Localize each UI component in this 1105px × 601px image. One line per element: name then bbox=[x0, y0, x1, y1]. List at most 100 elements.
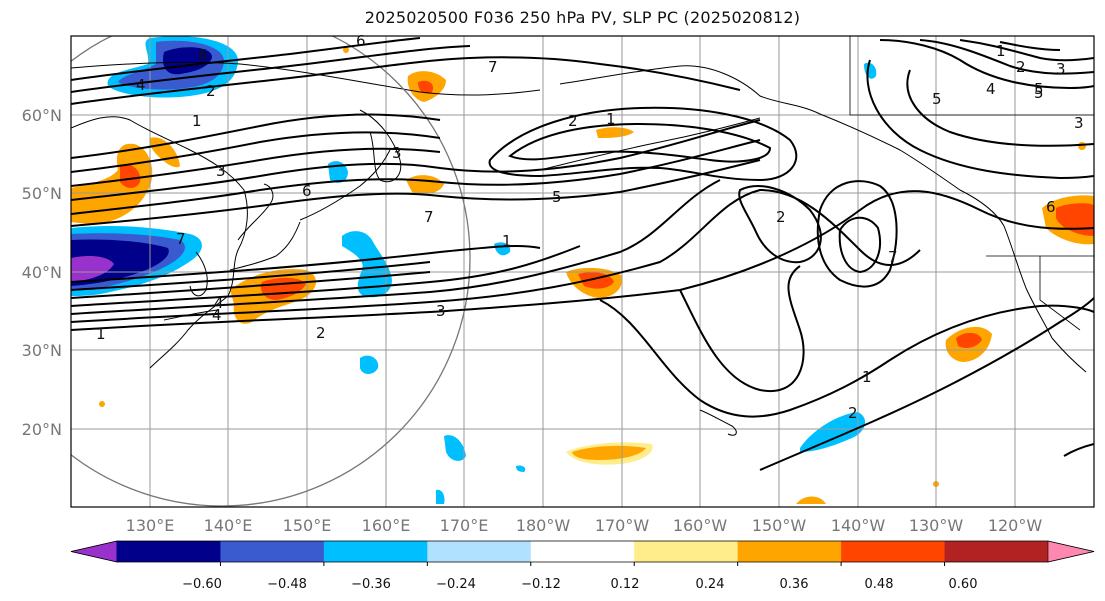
contour-label: 2 bbox=[206, 82, 216, 100]
contour-line bbox=[759, 297, 1094, 471]
latitude-label: 50°N bbox=[22, 184, 62, 203]
contour-line bbox=[71, 188, 921, 323]
aleutians-coastline bbox=[539, 117, 761, 171]
hawaii-coastline bbox=[699, 409, 737, 436]
na-west-coastline bbox=[959, 189, 1053, 339]
colorbar-tick-label: 0.60 bbox=[949, 577, 978, 592]
pv-positive-region bbox=[572, 445, 646, 460]
contour-line bbox=[71, 147, 441, 187]
baja-coastline bbox=[1051, 337, 1087, 373]
longitude-labels: 130°E 140°E 150°E 160°E 170°E 180°W 170°… bbox=[126, 516, 1043, 535]
contour-line bbox=[879, 39, 1094, 90]
contour-label: 5 bbox=[552, 188, 562, 206]
contour-label: 2 bbox=[316, 324, 326, 342]
asia-coastline bbox=[71, 116, 248, 369]
latitude-label: 40°N bbox=[22, 263, 62, 282]
colorbar-segment bbox=[841, 541, 946, 562]
latitude-label: 60°N bbox=[22, 106, 62, 125]
longitude-label: 160°W bbox=[673, 516, 728, 535]
colorbar bbox=[70, 540, 1095, 566]
colorbar-tick-label: 0.48 bbox=[865, 577, 894, 592]
contour-label: 5 bbox=[932, 90, 942, 108]
coastlines bbox=[71, 61, 1087, 436]
contour-label: 7 bbox=[888, 248, 898, 266]
contour-label: 1 bbox=[192, 112, 202, 130]
contour-line bbox=[71, 119, 761, 201]
contour-label: 6 bbox=[302, 182, 312, 200]
contour-line bbox=[71, 179, 721, 315]
contour-line bbox=[679, 265, 805, 393]
us-state-border bbox=[1039, 256, 1081, 331]
pv-positive-region bbox=[418, 80, 434, 94]
contour-label: 1 bbox=[996, 42, 1006, 60]
range-circle bbox=[71, 36, 471, 507]
colorbar-tick-labels: −0.60 −0.48 −0.36 −0.24 −0.12 0.12 0.24 … bbox=[182, 577, 977, 592]
map-frame bbox=[70, 35, 1095, 508]
pv-negative-region bbox=[444, 435, 466, 461]
contour-line bbox=[488, 106, 798, 182]
colorbar-extend-low bbox=[70, 540, 118, 563]
longitude-label: 120°W bbox=[988, 516, 1043, 535]
contour-label: 2 bbox=[776, 208, 786, 226]
contour-line bbox=[71, 261, 431, 291]
colorbar-tick-label: 0.12 bbox=[611, 577, 640, 592]
colorbar-extend-high bbox=[1047, 540, 1095, 563]
pv-positive-region bbox=[99, 401, 105, 407]
contour-label: 6 bbox=[1046, 198, 1056, 216]
contour-line bbox=[71, 139, 761, 215]
contour-label: 5 bbox=[1034, 80, 1044, 98]
map-panel bbox=[71, 36, 1094, 507]
pv-negative-region bbox=[436, 489, 445, 504]
colorbar-segment bbox=[323, 541, 428, 562]
contour-line bbox=[71, 113, 441, 159]
contour-label: 3 bbox=[436, 302, 446, 320]
contour-label: 7 bbox=[176, 230, 186, 248]
colorbar-tick-label: −0.60 bbox=[182, 577, 222, 592]
colorbar-segment bbox=[220, 541, 325, 562]
contour-label: 6 bbox=[198, 46, 208, 64]
pv-negative-region bbox=[800, 412, 866, 452]
colorbar-segment bbox=[530, 541, 635, 562]
contour-line bbox=[738, 185, 822, 264]
contour-line bbox=[999, 41, 1061, 51]
colorbar-segment bbox=[116, 541, 221, 562]
contour-label: 4 bbox=[212, 306, 222, 324]
contour-label: 7 bbox=[488, 58, 498, 76]
contour-label: 5 bbox=[1034, 84, 1044, 102]
contour-line bbox=[71, 45, 471, 93]
contours bbox=[71, 37, 1094, 471]
pv-positive-region bbox=[796, 496, 826, 504]
longitude-label: 150°E bbox=[283, 516, 332, 535]
contour-line bbox=[906, 69, 1094, 147]
latitude-labels: 60°N 50°N 40°N 30°N 20°N bbox=[22, 106, 62, 439]
contour-label: 4 bbox=[214, 294, 224, 312]
contour-label: 7 bbox=[424, 208, 434, 226]
contour-line bbox=[71, 244, 541, 283]
contour-line bbox=[71, 159, 761, 227]
pv-positive-region bbox=[596, 127, 634, 138]
contour-line bbox=[71, 245, 581, 307]
longitude-label: 180°W bbox=[516, 516, 571, 535]
pv-negative-region bbox=[360, 355, 379, 374]
contour-label: 6 bbox=[356, 32, 366, 50]
colorbar-tick-label: −0.24 bbox=[436, 577, 476, 592]
contour-labels: 1 2 3 4 5 6 7 1 2 3 4 5 6 7 1 2 3 4 5 6 … bbox=[96, 32, 1084, 422]
map-title: 2025020500 F036 250 hPa PV, SLP PC (2025… bbox=[364, 8, 801, 27]
pv-positive-region bbox=[956, 332, 982, 348]
pv-negative-region bbox=[342, 231, 392, 298]
contour-label: 1 bbox=[862, 368, 872, 386]
contour-label: 2 bbox=[1016, 58, 1026, 76]
longitude-label: 150°W bbox=[752, 516, 807, 535]
contour-line bbox=[71, 56, 741, 105]
contour-line bbox=[599, 299, 1094, 418]
contour-label: 3 bbox=[1056, 60, 1066, 78]
contour-line bbox=[838, 216, 881, 274]
alaska-coastline bbox=[559, 65, 961, 191]
longitude-label: 130°W bbox=[909, 516, 964, 535]
colorbar-tick-label: 0.36 bbox=[780, 577, 809, 592]
pv-positive-region bbox=[343, 47, 349, 53]
pv-positive-region bbox=[1078, 142, 1086, 150]
colorbar-tick-label: −0.36 bbox=[351, 577, 391, 592]
colorbar-tick-label: −0.12 bbox=[521, 577, 561, 592]
